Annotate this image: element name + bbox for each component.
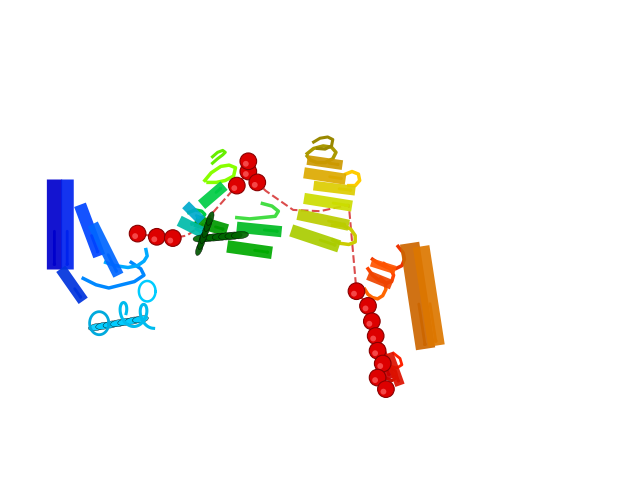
Circle shape <box>367 328 384 344</box>
Ellipse shape <box>96 322 111 329</box>
Circle shape <box>364 313 380 330</box>
Ellipse shape <box>204 218 212 231</box>
Circle shape <box>367 321 372 327</box>
Circle shape <box>249 174 266 191</box>
Circle shape <box>363 305 369 312</box>
Circle shape <box>360 298 376 314</box>
Ellipse shape <box>118 318 134 325</box>
Ellipse shape <box>111 320 126 327</box>
Ellipse shape <box>206 234 223 241</box>
Circle shape <box>168 238 173 243</box>
Ellipse shape <box>132 316 148 323</box>
Ellipse shape <box>212 233 229 240</box>
Ellipse shape <box>231 231 248 239</box>
Ellipse shape <box>207 212 214 226</box>
Circle shape <box>243 171 249 177</box>
Circle shape <box>381 389 387 395</box>
Circle shape <box>372 350 378 356</box>
Ellipse shape <box>193 235 211 242</box>
Ellipse shape <box>200 234 217 241</box>
Ellipse shape <box>200 230 207 243</box>
Circle shape <box>369 342 386 359</box>
Circle shape <box>152 236 157 242</box>
Circle shape <box>243 161 249 167</box>
Circle shape <box>371 336 376 341</box>
Circle shape <box>374 355 391 372</box>
Circle shape <box>232 185 237 191</box>
Circle shape <box>252 182 258 188</box>
Circle shape <box>348 283 365 300</box>
Ellipse shape <box>103 321 119 328</box>
Ellipse shape <box>198 236 205 250</box>
Ellipse shape <box>196 242 203 255</box>
Circle shape <box>148 228 165 245</box>
Circle shape <box>351 291 357 297</box>
Circle shape <box>378 381 394 397</box>
Circle shape <box>132 233 138 239</box>
Ellipse shape <box>219 232 236 240</box>
Circle shape <box>372 377 378 383</box>
Circle shape <box>378 363 383 369</box>
Circle shape <box>369 369 386 386</box>
Circle shape <box>240 153 257 169</box>
Circle shape <box>240 163 257 180</box>
Ellipse shape <box>125 317 141 324</box>
Circle shape <box>129 225 146 242</box>
Ellipse shape <box>202 224 210 238</box>
Ellipse shape <box>88 324 104 331</box>
Ellipse shape <box>225 232 242 240</box>
Circle shape <box>228 177 245 194</box>
Circle shape <box>164 230 181 246</box>
